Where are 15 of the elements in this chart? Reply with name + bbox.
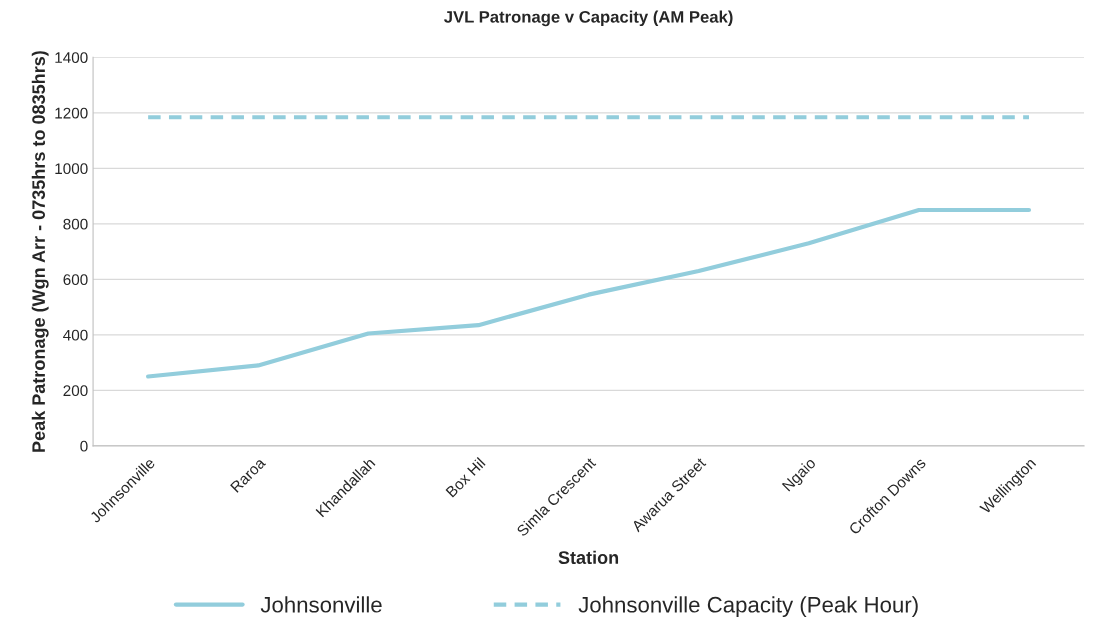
legend-label: Johnsonville Capacity (Peak Hour) (578, 596, 918, 617)
x-axis-title: Station (558, 550, 619, 564)
chart-title: JVL Patronage v Capacity (AM Peak) (444, 10, 733, 27)
y-tick-label: 600 (63, 274, 88, 286)
y-tick-label: 200 (63, 385, 88, 397)
y-tick-label: 1200 (55, 107, 88, 119)
y-tick-label: 800 (63, 218, 88, 230)
y-tick-label: 400 (63, 329, 88, 341)
y-tick-label: 1000 (55, 163, 88, 175)
y-tick-label: 0 (80, 440, 88, 452)
y-tick-label: 1400 (55, 52, 88, 64)
legend-label: Johnsonville (260, 596, 382, 613)
line-series (146, 207, 1032, 379)
x-tick-label: Box Hil (445, 457, 486, 498)
y-axis-title: Peak Patronage (Wgn Arr - 0735hrs to 0835hrs) (31, 51, 49, 452)
